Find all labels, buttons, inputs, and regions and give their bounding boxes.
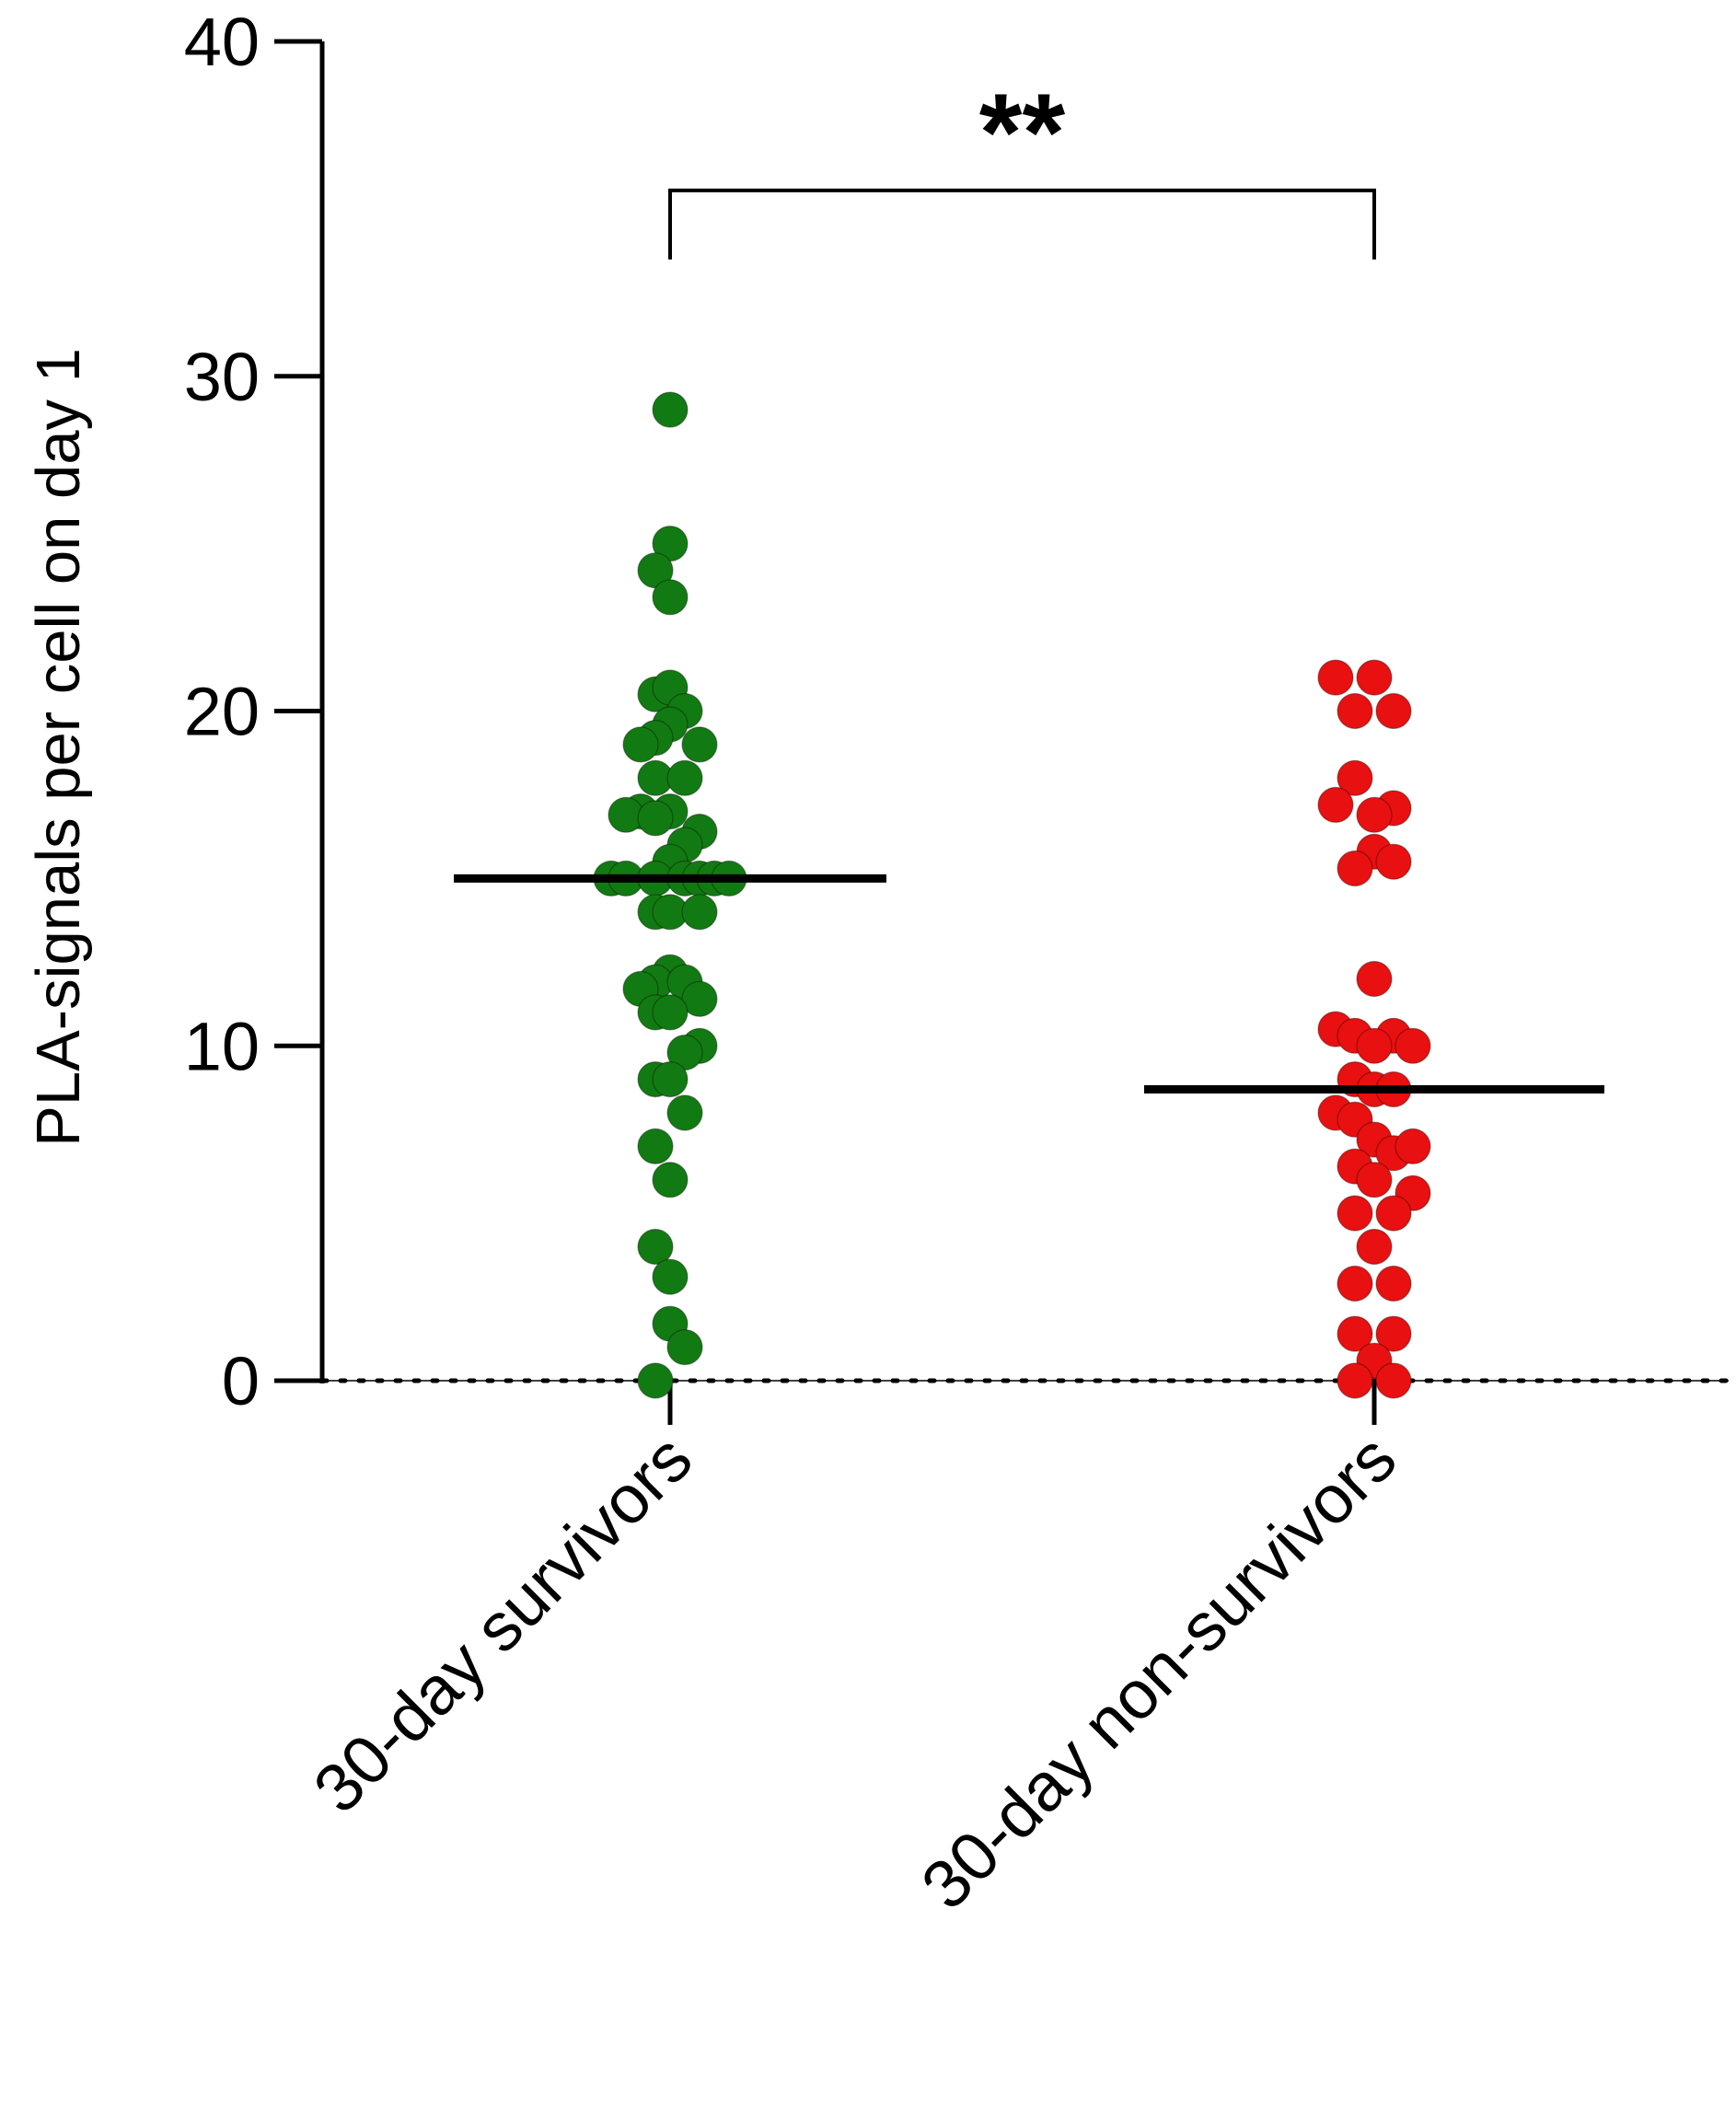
data-point (1395, 1027, 1431, 1064)
data-point (1337, 1315, 1373, 1352)
data-point (666, 1328, 703, 1366)
data-point (1356, 1162, 1393, 1198)
data-point (1375, 1195, 1412, 1232)
data-point (681, 980, 718, 1017)
data-point (637, 800, 674, 837)
points-group (593, 391, 1431, 1399)
data-point (1356, 1228, 1393, 1266)
data-point (1337, 1195, 1373, 1232)
annotations-group: ** (668, 71, 1376, 260)
data-point (1375, 1362, 1412, 1399)
data-point (1395, 1128, 1431, 1165)
data-point (1356, 1027, 1393, 1064)
data-point (1317, 659, 1354, 696)
medians-group (454, 874, 1604, 1094)
data-point (1375, 1315, 1412, 1352)
data-point (1356, 659, 1393, 696)
data-point (1356, 960, 1393, 998)
data-point (652, 1060, 689, 1098)
data-point (1337, 692, 1373, 730)
significance-label: ** (979, 71, 1066, 194)
x-tick-label: 30-day survivors (299, 1420, 707, 1828)
data-point (1317, 786, 1354, 824)
data-point (622, 726, 659, 763)
data-point (1337, 759, 1373, 796)
data-point (1375, 843, 1412, 880)
data-point (652, 994, 689, 1031)
x-tick-label: 30-day non-survivors (907, 1420, 1410, 1924)
data-point (1337, 1362, 1373, 1399)
significance-bracket (668, 188, 1376, 260)
data-point (681, 726, 718, 763)
data-point (681, 894, 718, 931)
data-point (652, 579, 689, 616)
data-point (666, 1094, 703, 1131)
data-point (637, 1362, 674, 1399)
axes-group: 0 10 20 30 40 30-day survivors 30-day non-surv… (184, 4, 1411, 1924)
y-axis-label: PLA-signals per cell on day 1 (24, 348, 93, 1147)
data-point (666, 759, 703, 796)
y-tick-label: 40 (184, 4, 260, 80)
data-point (652, 1162, 689, 1198)
data-point (1375, 1265, 1412, 1302)
data-point (637, 1128, 674, 1165)
data-point (1356, 796, 1393, 833)
data-point (652, 391, 689, 428)
data-point (637, 1228, 674, 1266)
data-point (1337, 1265, 1373, 1302)
y-tick-label: 10 (184, 1008, 260, 1084)
data-point (1375, 692, 1412, 730)
y-tick-label: 20 (184, 674, 260, 750)
y-tick-label: 0 (222, 1343, 260, 1419)
y-tick-label: 30 (184, 339, 260, 415)
data-point (1337, 850, 1373, 887)
data-point (652, 1258, 689, 1295)
